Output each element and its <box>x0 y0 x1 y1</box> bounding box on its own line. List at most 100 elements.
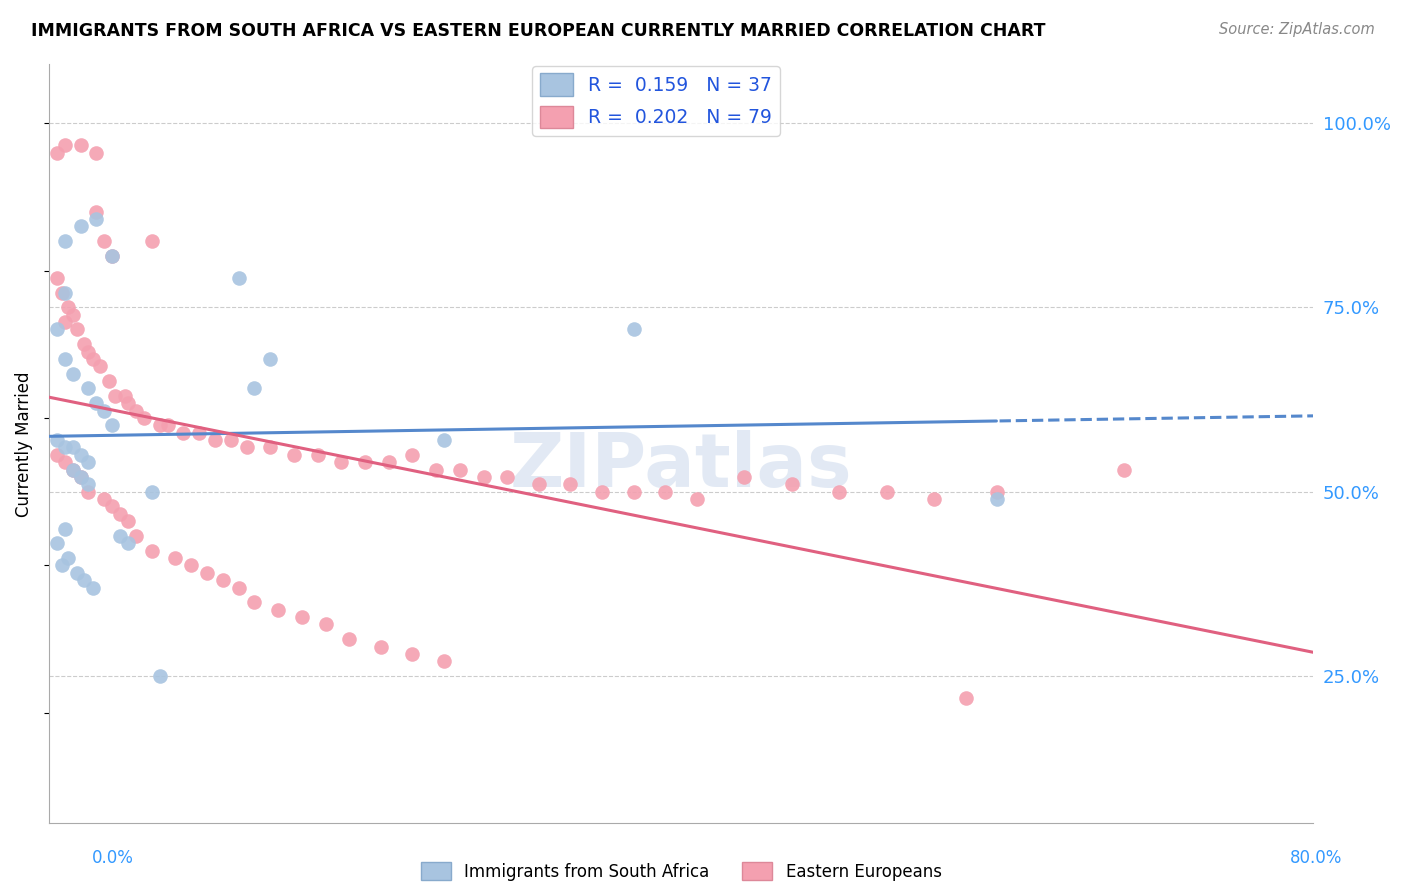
Point <box>401 448 423 462</box>
Point <box>51 285 73 300</box>
Point <box>195 566 218 580</box>
Text: 80.0%: 80.0% <box>1291 849 1343 867</box>
Point <box>86 204 108 219</box>
Point <box>986 491 1008 506</box>
Point <box>377 455 399 469</box>
Point <box>370 640 392 654</box>
Point <box>955 691 977 706</box>
Point <box>496 470 519 484</box>
Point <box>307 448 329 462</box>
Point <box>69 138 91 153</box>
Point <box>243 595 266 609</box>
Y-axis label: Currently Married: Currently Married <box>15 371 32 516</box>
Point <box>82 351 104 366</box>
Point <box>53 455 76 469</box>
Text: ZIPatlas: ZIPatlas <box>510 430 852 503</box>
Point <box>45 433 67 447</box>
Point <box>560 477 582 491</box>
Point <box>433 433 456 447</box>
Point <box>986 484 1008 499</box>
Point <box>69 448 91 462</box>
Text: IMMIGRANTS FROM SOUTH AFRICA VS EASTERN EUROPEAN CURRENTLY MARRIED CORRELATION C: IMMIGRANTS FROM SOUTH AFRICA VS EASTERN … <box>31 22 1046 40</box>
Point <box>291 610 314 624</box>
Point <box>69 470 91 484</box>
Point <box>219 433 242 447</box>
Point <box>141 484 163 499</box>
Point <box>53 522 76 536</box>
Point <box>66 322 89 336</box>
Point <box>354 455 377 469</box>
Point <box>56 551 79 566</box>
Point <box>101 418 124 433</box>
Point <box>82 581 104 595</box>
Point <box>62 462 84 476</box>
Point <box>108 507 131 521</box>
Point <box>623 322 645 336</box>
Point <box>73 573 96 587</box>
Point <box>101 249 124 263</box>
Point <box>66 566 89 580</box>
Point <box>211 573 233 587</box>
Point <box>876 484 898 499</box>
Point <box>77 382 100 396</box>
Point <box>149 669 172 683</box>
Point <box>267 602 290 616</box>
Point <box>204 433 226 447</box>
Point <box>53 138 76 153</box>
Point <box>527 477 550 491</box>
Point <box>449 462 471 476</box>
Point <box>114 389 136 403</box>
Point <box>73 337 96 351</box>
Point <box>77 477 100 491</box>
Point <box>591 484 613 499</box>
Point <box>45 536 67 550</box>
Point <box>45 271 67 285</box>
Point <box>156 418 179 433</box>
Legend: R =  0.159   N = 37, R =  0.202   N = 79: R = 0.159 N = 37, R = 0.202 N = 79 <box>531 66 780 136</box>
Point <box>86 396 108 410</box>
Point <box>51 558 73 573</box>
Point <box>149 418 172 433</box>
Point <box>165 551 187 566</box>
Point <box>733 470 755 484</box>
Point <box>188 425 211 440</box>
Point <box>86 211 108 226</box>
Point <box>141 234 163 248</box>
Point <box>259 351 281 366</box>
Point <box>433 654 456 668</box>
Point <box>93 234 115 248</box>
Point <box>117 514 139 528</box>
Point <box>180 558 202 573</box>
Point <box>235 441 257 455</box>
Point <box>89 359 111 374</box>
Text: 0.0%: 0.0% <box>91 849 134 867</box>
Point <box>45 145 67 160</box>
Point <box>77 455 100 469</box>
Point <box>141 543 163 558</box>
Point <box>172 425 194 440</box>
Point <box>77 344 100 359</box>
Point <box>53 351 76 366</box>
Point <box>125 529 148 543</box>
Point <box>53 315 76 329</box>
Point <box>132 411 155 425</box>
Point <box>101 249 124 263</box>
Point <box>93 403 115 417</box>
Point <box>828 484 851 499</box>
Point <box>125 403 148 417</box>
Point <box>283 448 305 462</box>
Point <box>401 647 423 661</box>
Point <box>53 285 76 300</box>
Point <box>98 374 121 388</box>
Point <box>315 617 337 632</box>
Point <box>77 484 100 499</box>
Point <box>86 145 108 160</box>
Point <box>654 484 676 499</box>
Point <box>45 448 67 462</box>
Point <box>56 301 79 315</box>
Point <box>45 322 67 336</box>
Point <box>472 470 495 484</box>
Point <box>686 491 709 506</box>
Point <box>62 462 84 476</box>
Point <box>53 441 76 455</box>
